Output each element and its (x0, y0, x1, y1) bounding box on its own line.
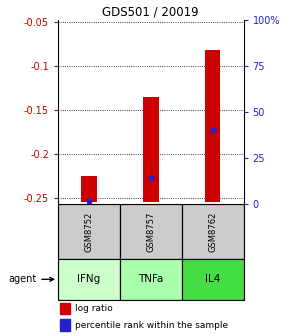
Text: TNFa: TNFa (138, 274, 164, 284)
FancyBboxPatch shape (120, 259, 182, 300)
Title: GDS501 / 20019: GDS501 / 20019 (102, 6, 199, 19)
Text: GSM8752: GSM8752 (84, 211, 93, 252)
Text: agent: agent (8, 274, 54, 284)
FancyBboxPatch shape (58, 204, 120, 259)
Bar (60, 320, 70, 331)
Text: GSM8757: GSM8757 (146, 211, 155, 252)
Bar (143, 97, 159, 202)
Text: IL4: IL4 (205, 274, 220, 284)
Bar (205, 50, 220, 202)
Bar (60, 303, 70, 314)
Bar (81, 176, 97, 202)
FancyBboxPatch shape (182, 259, 244, 300)
Text: GSM8762: GSM8762 (208, 211, 217, 252)
FancyBboxPatch shape (58, 259, 120, 300)
Text: IFNg: IFNg (77, 274, 101, 284)
FancyBboxPatch shape (120, 204, 182, 259)
FancyBboxPatch shape (182, 204, 244, 259)
Text: percentile rank within the sample: percentile rank within the sample (75, 321, 228, 330)
Text: log ratio: log ratio (75, 304, 113, 313)
